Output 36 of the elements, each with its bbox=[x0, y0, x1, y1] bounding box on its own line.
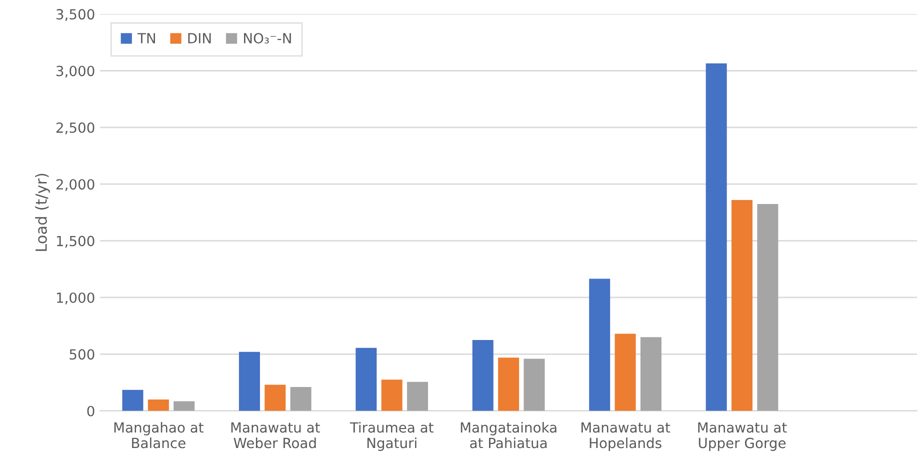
legend-label: DIN bbox=[188, 33, 211, 44]
bar bbox=[524, 358, 545, 411]
bar bbox=[238, 352, 260, 411]
x-tick-label: Mangahao at Balance bbox=[114, 422, 204, 448]
bar bbox=[589, 278, 610, 411]
y-tick-label: 2,500 bbox=[56, 122, 94, 134]
bar bbox=[498, 358, 520, 411]
bar bbox=[381, 380, 402, 411]
bar bbox=[706, 63, 727, 411]
y-axis-title: Load (t/yr) bbox=[35, 174, 50, 251]
bar bbox=[732, 200, 753, 411]
legend-label: TN bbox=[137, 33, 155, 44]
bar bbox=[290, 387, 312, 411]
bar bbox=[757, 204, 778, 411]
bar bbox=[148, 400, 169, 411]
x-tick-label: Manawatu at Weber Road bbox=[231, 422, 320, 448]
y-tick-label: 500 bbox=[70, 349, 94, 360]
bar bbox=[264, 384, 286, 411]
legend-label: NO₃⁻-N bbox=[244, 32, 291, 44]
y-tick-label: 3,000 bbox=[56, 66, 94, 78]
bar bbox=[174, 401, 195, 411]
bar bbox=[614, 334, 636, 411]
x-tick-label: Tiraumea at Ngaturi bbox=[350, 422, 434, 451]
y-tick-label: 2,000 bbox=[56, 179, 94, 192]
bar bbox=[407, 382, 428, 411]
y-tick-label: 1,500 bbox=[56, 236, 94, 248]
bar bbox=[472, 340, 494, 411]
y-tick-label: 3,500 bbox=[56, 9, 94, 21]
y-tick-label: 0 bbox=[87, 406, 94, 416]
bar bbox=[640, 337, 662, 411]
x-tick-label: Manawatu at Hopelands bbox=[582, 422, 670, 451]
y-tick-label: 1,000 bbox=[56, 292, 94, 304]
bar bbox=[356, 348, 377, 411]
x-tick-label: Mangatainoka at Pahiatua bbox=[460, 422, 556, 448]
bar bbox=[122, 390, 144, 411]
x-tick-label: Manawatu at Upper Gorge bbox=[698, 422, 787, 451]
